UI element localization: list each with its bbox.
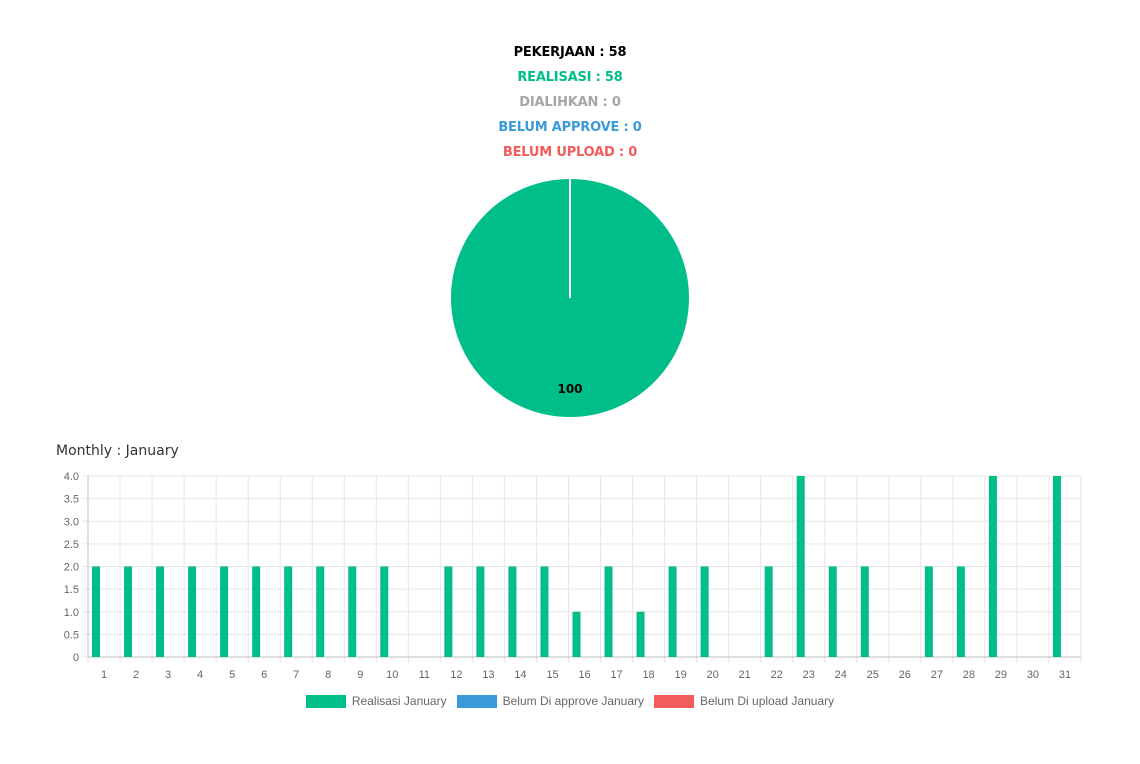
x-tick-label: 17 xyxy=(610,669,622,681)
x-tick-label: 22 xyxy=(771,669,783,681)
x-tick-label: 8 xyxy=(325,669,331,681)
x-tick-label: 2 xyxy=(133,669,139,681)
x-tick-label: 31 xyxy=(1059,669,1071,681)
y-tick-label: 0.5 xyxy=(64,629,79,641)
bar xyxy=(444,566,453,657)
bar xyxy=(956,566,965,657)
x-tick-label: 11 xyxy=(419,669,430,681)
y-tick-label: 3.0 xyxy=(64,516,79,528)
bar xyxy=(860,566,869,657)
x-tick-label: 10 xyxy=(386,669,398,681)
bar xyxy=(124,566,133,657)
bar-chart-legend: Realisasi January Belum Di approve Januar… xyxy=(0,694,1140,708)
bar xyxy=(284,566,293,657)
x-tick-label: 26 xyxy=(899,669,911,681)
bar xyxy=(188,566,197,657)
bar xyxy=(316,566,325,657)
x-tick-label: 28 xyxy=(963,669,975,681)
bar xyxy=(252,566,261,657)
bar xyxy=(348,566,357,657)
bar xyxy=(636,611,645,657)
x-tick-label: 5 xyxy=(229,669,235,681)
x-tick-label: 24 xyxy=(835,669,847,681)
legend-label: Belum Di approve January xyxy=(502,694,645,708)
bar xyxy=(92,566,100,657)
x-tick-label: 19 xyxy=(674,669,686,681)
x-tick-label: 30 xyxy=(1027,669,1039,681)
dialihkan-stat: DIALIHKAN : 0 xyxy=(519,95,621,110)
x-tick-label: 9 xyxy=(357,669,363,681)
summary-stats: PEKERJAAN : 58 REALISASI : 58 DIALIHKAN … xyxy=(0,40,1140,165)
monthly-bar-chart: 00.51.01.52.02.53.03.54.01 2 3 4 5 6 7 8 9 10 11 12… xyxy=(64,471,1082,681)
x-tick-label: 15 xyxy=(546,669,558,681)
bar xyxy=(604,566,613,657)
x-tick-label: 14 xyxy=(514,669,526,681)
pekerjaan-stat: PEKERJAAN : 58 xyxy=(513,45,627,60)
x-tick-label: 4 xyxy=(197,669,203,681)
bar xyxy=(988,476,997,657)
y-tick-label: 3.5 xyxy=(64,494,79,506)
x-tick-label: 29 xyxy=(995,669,1007,681)
pie-data-label: 100 xyxy=(557,382,582,396)
y-tick-label: 2.0 xyxy=(64,562,79,574)
monthly-chart-title: Monthly : January xyxy=(56,443,179,459)
legend-swatch xyxy=(305,694,346,708)
legend-item[interactable]: Belum Di approve January xyxy=(456,694,645,708)
legend-label: Realisasi January xyxy=(351,694,447,708)
bar xyxy=(156,566,165,657)
x-tick-label: 6 xyxy=(261,669,267,681)
legend-label: Belum Di upload January xyxy=(700,694,835,708)
legend-item[interactable]: Belum Di upload January xyxy=(654,694,834,708)
bar xyxy=(1052,476,1061,657)
bar xyxy=(572,611,581,657)
y-tick-label: 4.0 xyxy=(64,471,79,483)
x-tick-label: 1 xyxy=(101,669,107,681)
y-tick-label: 2.5 xyxy=(64,539,79,551)
x-tick-label: 21 xyxy=(739,669,751,681)
bar xyxy=(764,566,773,657)
realisasi-stat: REALISASI : 58 xyxy=(517,70,623,85)
x-tick-label: 13 xyxy=(482,669,494,681)
y-tick-label: 1.5 xyxy=(64,584,79,596)
bar xyxy=(220,566,229,657)
bar xyxy=(508,566,517,657)
bar xyxy=(476,566,485,657)
x-tick-label: 20 xyxy=(707,669,719,681)
x-tick-label: 25 xyxy=(867,669,879,681)
legend-item[interactable]: Realisasi January xyxy=(305,694,447,708)
bar xyxy=(796,476,805,657)
bar xyxy=(700,566,709,657)
bar xyxy=(668,566,677,657)
bar xyxy=(924,566,933,657)
y-tick-label: 1.0 xyxy=(64,607,79,619)
x-tick-label: 12 xyxy=(450,669,462,681)
x-tick-label: 18 xyxy=(642,669,654,681)
x-tick-label: 7 xyxy=(293,669,299,681)
x-tick-label: 23 xyxy=(803,669,815,681)
bar xyxy=(540,566,549,657)
x-tick-label: 16 xyxy=(578,669,590,681)
pie-chart: 100 xyxy=(451,179,689,417)
legend-swatch xyxy=(456,694,497,708)
x-tick-label: 3 xyxy=(165,669,171,681)
legend-swatch xyxy=(654,694,695,708)
y-tick-label: 0 xyxy=(73,652,79,664)
belum-approve-stat: BELUM APPROVE : 0 xyxy=(498,120,642,135)
bar xyxy=(828,566,837,657)
bar xyxy=(380,566,389,657)
belum-upload-stat: BELUM UPLOAD : 0 xyxy=(502,145,638,160)
x-tick-label: 27 xyxy=(931,669,943,681)
